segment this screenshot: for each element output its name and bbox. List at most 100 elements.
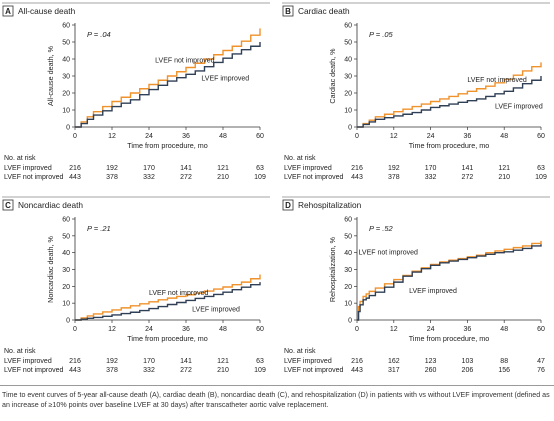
risk-table-value: 210 <box>217 174 229 181</box>
y-tick-label: 40 <box>62 250 70 257</box>
y-tick-label: 0 <box>66 318 70 325</box>
risk-table-value: 378 <box>106 174 118 181</box>
y-tick-label: 20 <box>62 91 70 98</box>
x-axis-label: Time from procedure, mo <box>409 141 489 150</box>
x-axis-label: Time from procedure, mo <box>127 141 207 150</box>
risk-table-value: 121 <box>217 358 229 365</box>
x-tick-label: 0 <box>73 133 77 140</box>
x-tick-label: 48 <box>219 326 227 333</box>
caption-divider <box>0 385 554 386</box>
x-tick-label: 24 <box>145 326 153 333</box>
y-tick-label: 60 <box>344 217 352 224</box>
risk-table-value: 443 <box>351 367 363 374</box>
y-tick-label: 40 <box>344 57 352 64</box>
risk-table-value: 216 <box>69 358 81 365</box>
risk-table-value: 109 <box>254 367 266 374</box>
risk-table-row-label: LVEF not improved <box>284 174 344 181</box>
risk-table-value: 192 <box>106 358 118 365</box>
curve-annotation: LVEF improved <box>409 288 457 295</box>
risk-table-value: 332 <box>143 367 155 374</box>
risk-table-value: 378 <box>106 367 118 374</box>
y-tick-label: 10 <box>344 301 352 308</box>
risk-table-value: 216 <box>351 165 363 172</box>
y-tick-label: 50 <box>62 40 70 47</box>
p-value: P = .04 <box>87 30 111 39</box>
series-line-lvef-improved <box>357 76 542 128</box>
x-tick-label: 48 <box>219 133 227 140</box>
curve-annotation: LVEF not improved <box>149 290 209 297</box>
risk-table-value: 63 <box>537 165 545 172</box>
curve-annotation: LVEF not improved <box>467 77 527 84</box>
y-tick-label: 20 <box>344 91 352 98</box>
x-tick-label: 48 <box>500 133 508 140</box>
y-tick-label: 30 <box>62 267 70 274</box>
x-tick-label: 24 <box>427 326 435 333</box>
y-tick-label: 30 <box>344 74 352 81</box>
risk-table-value: 443 <box>69 174 81 181</box>
x-tick-label: 12 <box>390 133 398 140</box>
x-tick-label: 0 <box>355 133 359 140</box>
risk-table-value: 47 <box>537 358 545 365</box>
x-tick-label: 60 <box>537 133 545 140</box>
risk-table-value: 378 <box>388 174 400 181</box>
x-tick-label: 24 <box>427 133 435 140</box>
y-tick-label: 30 <box>62 74 70 81</box>
risk-table-value: 141 <box>462 165 474 172</box>
series-line-lvef-not-improved <box>75 274 261 321</box>
series-line-lvef-improved <box>75 282 261 321</box>
y-tick-label: 10 <box>62 108 70 115</box>
x-tick-label: 48 <box>500 326 508 333</box>
panel-title: Noncardiac death <box>18 200 83 210</box>
risk-table-value: 216 <box>69 165 81 172</box>
x-tick-label: 36 <box>182 133 190 140</box>
risk-table-value: 88 <box>500 358 508 365</box>
x-axis-label: Time from procedure, mo <box>127 334 207 343</box>
x-axis-label: Time from procedure, mo <box>409 334 489 343</box>
x-tick-label: 12 <box>108 133 116 140</box>
y-tick-label: 0 <box>66 125 70 132</box>
panel-title: Cardiac death <box>298 6 350 16</box>
risk-table-value: 141 <box>180 358 192 365</box>
x-tick-label: 60 <box>537 326 545 333</box>
x-tick-label: 0 <box>73 326 77 333</box>
y-tick-label: 50 <box>62 233 70 240</box>
y-axis-label: Rehospitalization, % <box>328 236 337 302</box>
risk-table-value: 272 <box>462 174 474 181</box>
risk-table-row-label: LVEF not improved <box>4 174 64 181</box>
panel-letter-box <box>282 199 294 211</box>
risk-table-header: No. at risk <box>4 348 36 355</box>
risk-table-value: 272 <box>180 367 192 374</box>
y-axis-label: All-cause death, % <box>46 45 55 106</box>
risk-table-value: 123 <box>425 358 437 365</box>
risk-table-value: 63 <box>256 165 264 172</box>
curve-annotation: LVEF improved <box>495 103 543 110</box>
y-tick-label: 50 <box>344 233 352 240</box>
risk-table-value: 210 <box>217 367 229 374</box>
risk-table-value: 170 <box>143 165 155 172</box>
risk-table-value: 210 <box>498 174 510 181</box>
risk-table-value: 162 <box>388 358 400 365</box>
risk-table-value: 206 <box>462 367 474 374</box>
risk-table-value: 260 <box>425 367 437 374</box>
panel-letter-box <box>2 199 14 211</box>
risk-table-value: 63 <box>256 358 264 365</box>
series-line-lvef-improved <box>75 42 261 128</box>
curve-annotation: LVEF not improved <box>155 57 215 64</box>
y-tick-label: 60 <box>62 23 70 30</box>
x-tick-label: 12 <box>108 326 116 333</box>
x-tick-label: 12 <box>390 326 398 333</box>
risk-table-value: 332 <box>425 174 437 181</box>
risk-table-row-label: LVEF improved <box>284 358 332 365</box>
risk-table-value: 332 <box>143 174 155 181</box>
figure-caption: Time to event curves of 5-year all-cause… <box>2 391 550 409</box>
risk-table-header: No. at risk <box>4 155 36 162</box>
y-tick-label: 60 <box>62 217 70 224</box>
risk-table-value: 443 <box>69 367 81 374</box>
x-tick-label: 24 <box>145 133 153 140</box>
y-tick-label: 40 <box>344 250 352 257</box>
risk-table-header: No. at risk <box>284 348 316 355</box>
panel-letter-box <box>282 5 294 17</box>
y-axis-label: Noncardiac death, % <box>46 236 55 303</box>
p-value: P = .21 <box>87 224 111 233</box>
